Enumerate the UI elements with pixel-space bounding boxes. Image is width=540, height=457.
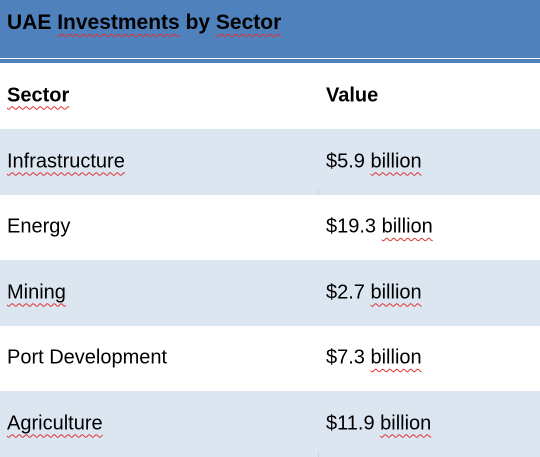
row-value-unit: billion bbox=[380, 412, 432, 435]
row-value: $7.3 billion bbox=[326, 347, 422, 370]
table-row: Mining $2.7 billion bbox=[0, 260, 540, 326]
row-value-amount: $2.7 bbox=[326, 281, 371, 304]
row-value: $2.7 billion bbox=[326, 281, 422, 304]
row-value: $11.9 billion bbox=[326, 412, 431, 435]
header-sector: Sector bbox=[7, 84, 70, 107]
row-sector: Port Development bbox=[7, 346, 168, 369]
cell-divider bbox=[318, 450, 319, 457]
table-row: Agriculture $11.9 billion bbox=[0, 391, 540, 457]
title-underline-rule bbox=[0, 58, 540, 63]
table-title: UAE Investments by Sector bbox=[7, 11, 281, 35]
investments-table: Sector Value Infrastructure $5.9 billion… bbox=[0, 63, 540, 457]
table-title-bar: UAE Investments by Sector bbox=[0, 0, 540, 58]
title-word-sector: Sector bbox=[215, 11, 282, 34]
row-value-unit: billion bbox=[381, 215, 433, 238]
title-rule-gap bbox=[0, 58, 540, 59]
row-value-amount: $19.3 bbox=[326, 215, 382, 238]
row-sector: Energy bbox=[7, 215, 71, 238]
header-value: Value bbox=[326, 84, 379, 107]
row-sector: Infrastructure bbox=[7, 150, 125, 173]
table-row: Port Development $7.3 billion bbox=[0, 325, 540, 391]
cell-divider bbox=[318, 188, 319, 195]
row-value-amount: $7.3 bbox=[326, 346, 371, 369]
row-value-unit: billion bbox=[370, 281, 422, 304]
row-sector: Mining bbox=[7, 281, 66, 304]
row-value: $5.9 billion bbox=[326, 150, 422, 173]
row-value-unit: billion bbox=[370, 150, 422, 173]
row-value-unit: billion bbox=[370, 346, 422, 369]
title-middle: by bbox=[179, 11, 216, 34]
title-prefix: UAE bbox=[7, 11, 58, 34]
row-value: $19.3 billion bbox=[326, 216, 433, 239]
row-value-amount: $5.9 bbox=[326, 150, 371, 173]
table-row: Infrastructure $5.9 billion bbox=[0, 129, 540, 195]
table-header-row: Sector Value bbox=[0, 63, 540, 129]
table-row: Energy $19.3 billion bbox=[0, 194, 540, 260]
row-sector: Agriculture bbox=[7, 412, 103, 435]
title-word-investments: Investments bbox=[57, 11, 180, 34]
row-value-amount: $11.9 bbox=[326, 412, 381, 435]
